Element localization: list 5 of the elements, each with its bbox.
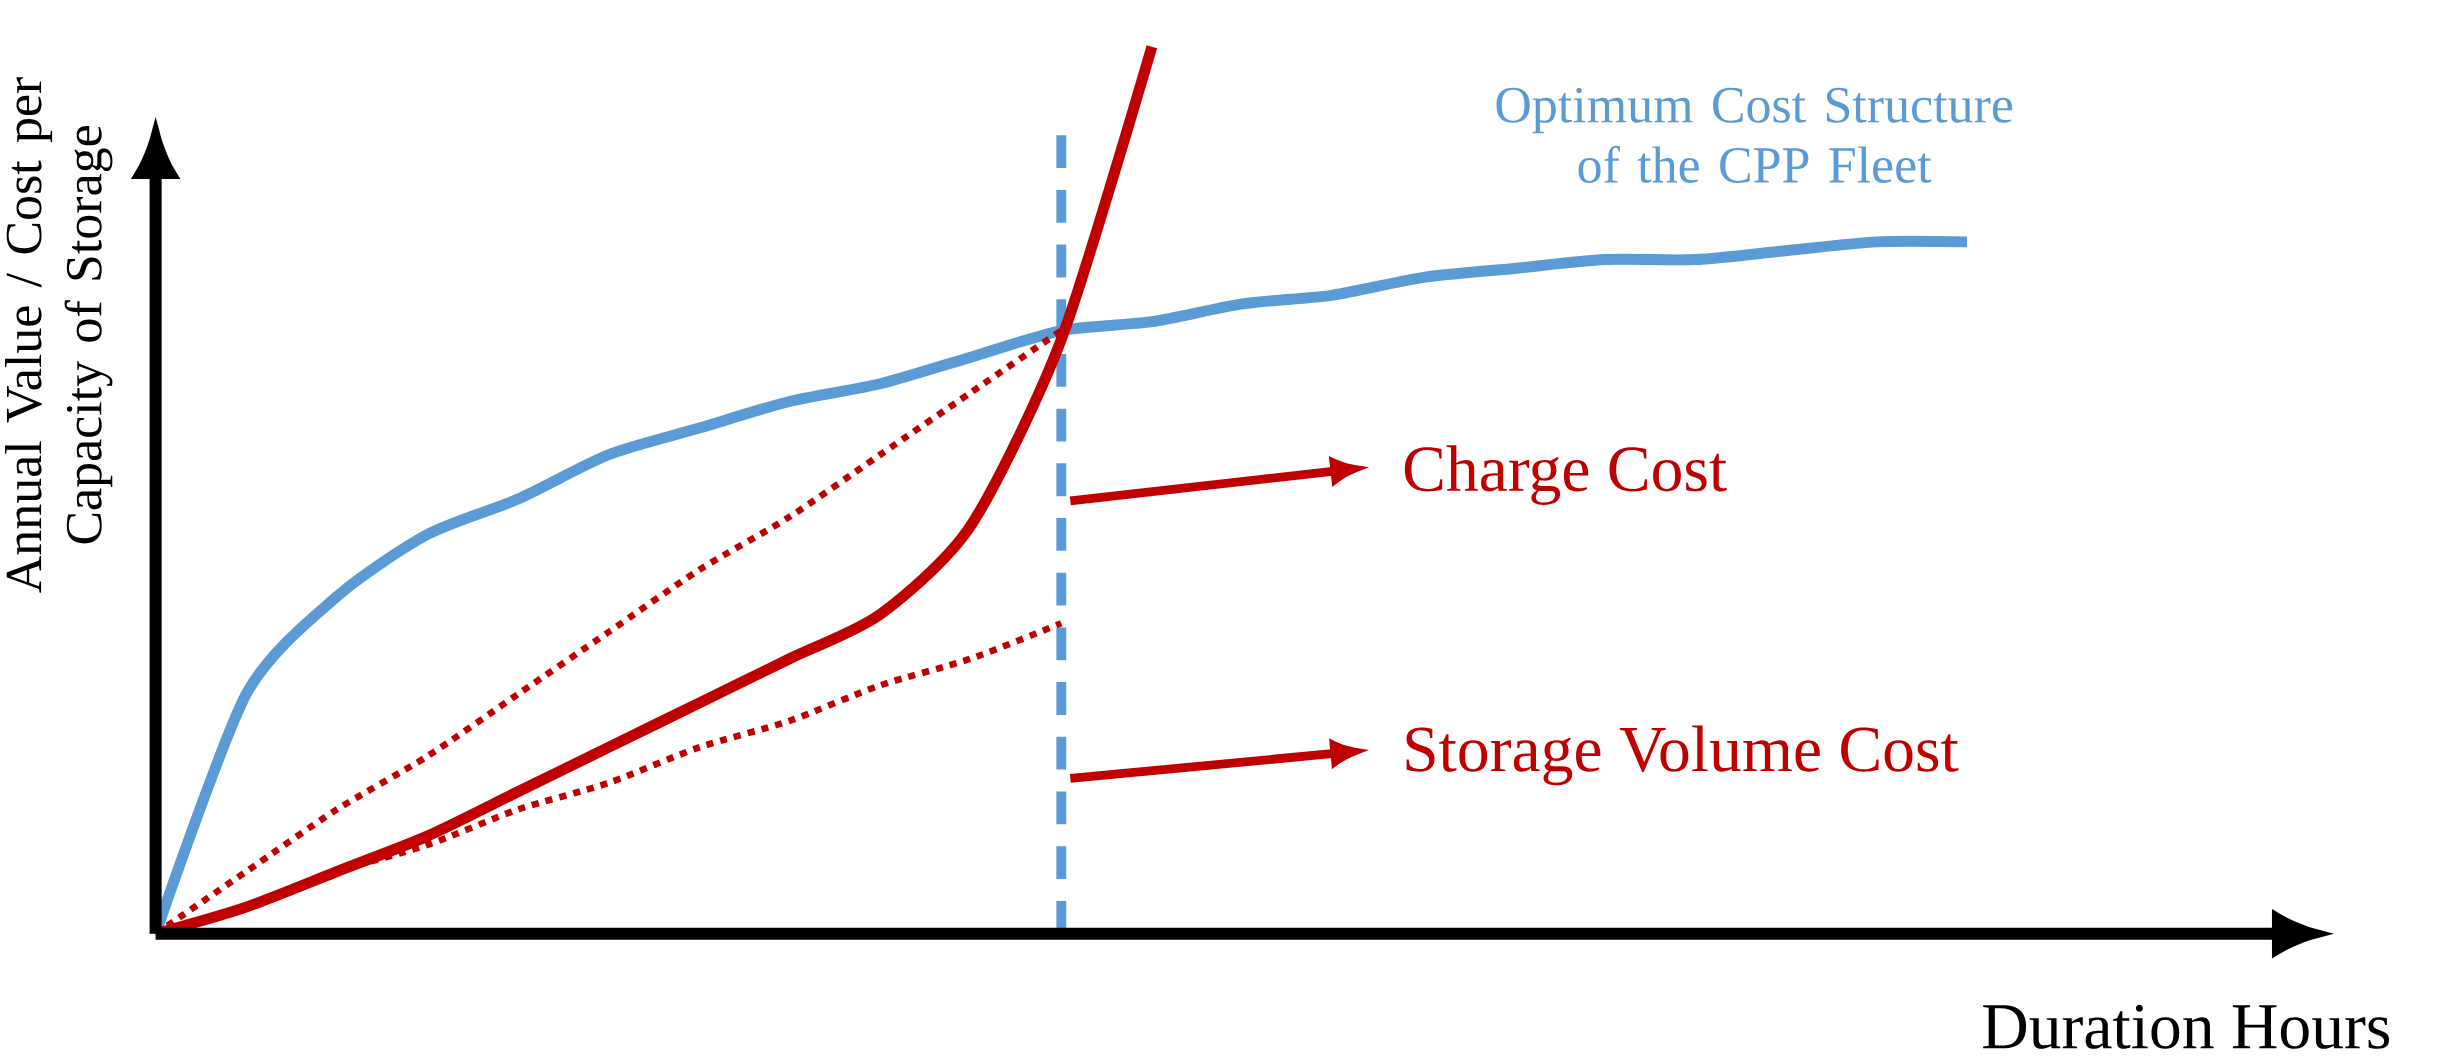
annotation: Charge Cost [1404,445,1727,505]
annotation: Storage Volume Cost [1406,725,1959,786]
y-axis-title: Annual Value / Cost per Capacity of Storage [5,77,113,593]
x-axis-title: Duration Hours [1983,1004,2390,1049]
series-label: Optimum Cost Structure of the CPP Fleet [1496,87,2013,183]
